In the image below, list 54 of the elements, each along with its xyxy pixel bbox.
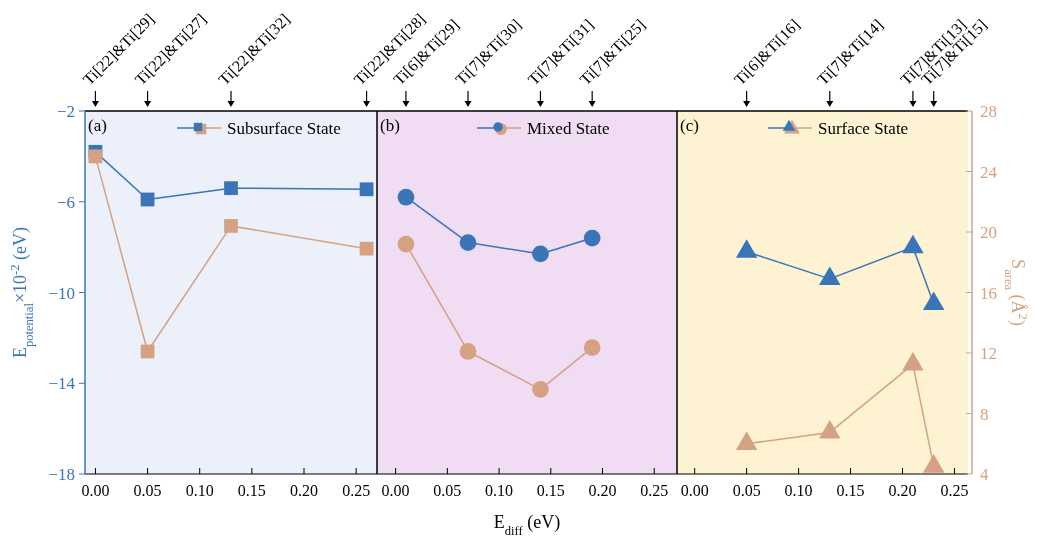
y2-tick-label: 4 bbox=[980, 465, 989, 484]
point bbox=[459, 234, 477, 251]
chart-title: (c) bbox=[680, 116, 699, 135]
point bbox=[397, 188, 415, 206]
point bbox=[88, 149, 103, 164]
x-tick-label: 0.15 bbox=[536, 482, 565, 499]
x-tick-label: 0.00 bbox=[680, 482, 709, 499]
y2-tick-label: 12 bbox=[980, 344, 997, 363]
y-tick-label: −6 bbox=[56, 192, 75, 212]
x-tick-label: 0.25 bbox=[940, 482, 969, 499]
y2-tick-label: 24 bbox=[980, 162, 998, 182]
x-tick-label: 0.00 bbox=[381, 482, 410, 499]
point bbox=[224, 219, 238, 233]
y-tick-label: −14 bbox=[48, 374, 76, 394]
legend-label: Surface State bbox=[818, 119, 909, 138]
legend-label: Mixed State bbox=[527, 119, 610, 138]
point bbox=[359, 182, 374, 197]
x-tick-label: 0.10 bbox=[485, 482, 514, 499]
point bbox=[922, 291, 945, 311]
x-tick-label: 0.20 bbox=[290, 482, 318, 499]
x-tick-label: 0.15 bbox=[836, 482, 865, 499]
point bbox=[819, 266, 841, 286]
chart-title: (b) bbox=[380, 116, 400, 135]
x-tick-label: 0.10 bbox=[784, 482, 813, 499]
point bbox=[397, 235, 415, 253]
x-tick-label: 0.25 bbox=[640, 482, 669, 499]
y2-tick-label: 28 bbox=[980, 102, 997, 121]
point bbox=[532, 245, 549, 263]
y-tick-label: −10 bbox=[48, 283, 75, 303]
point bbox=[359, 241, 374, 256]
point bbox=[532, 380, 549, 398]
y2-tick-label: 16 bbox=[980, 283, 997, 303]
x-axis-title: E$_{diff}$ (eV) bbox=[493, 512, 561, 538]
x-tick-label: 0.05 bbox=[732, 482, 761, 499]
x-tick-label: 0.20 bbox=[588, 482, 617, 499]
y-tick-label: −2 bbox=[56, 102, 75, 121]
y2-tick-label: 8 bbox=[980, 404, 989, 424]
point bbox=[459, 343, 477, 360]
x-tick-label: 0.00 bbox=[81, 482, 110, 499]
x-tick-label: 0.05 bbox=[133, 482, 162, 499]
point bbox=[902, 234, 924, 254]
x-tick-label: 0.05 bbox=[433, 482, 462, 499]
x-tick-label: 0.10 bbox=[185, 482, 214, 499]
x-tick-label: 0.20 bbox=[888, 482, 917, 499]
chart-title: (a) bbox=[88, 116, 107, 135]
y-tick-label: −18 bbox=[48, 465, 75, 484]
point bbox=[583, 229, 601, 247]
point bbox=[224, 181, 238, 196]
y2-tick-label: 20 bbox=[980, 223, 997, 242]
point bbox=[583, 339, 601, 357]
point bbox=[735, 239, 758, 258]
legend-label: Subsurface State bbox=[227, 119, 341, 138]
x-tick-label: 0.15 bbox=[237, 482, 266, 499]
x-tick-label: 0.25 bbox=[342, 482, 371, 499]
